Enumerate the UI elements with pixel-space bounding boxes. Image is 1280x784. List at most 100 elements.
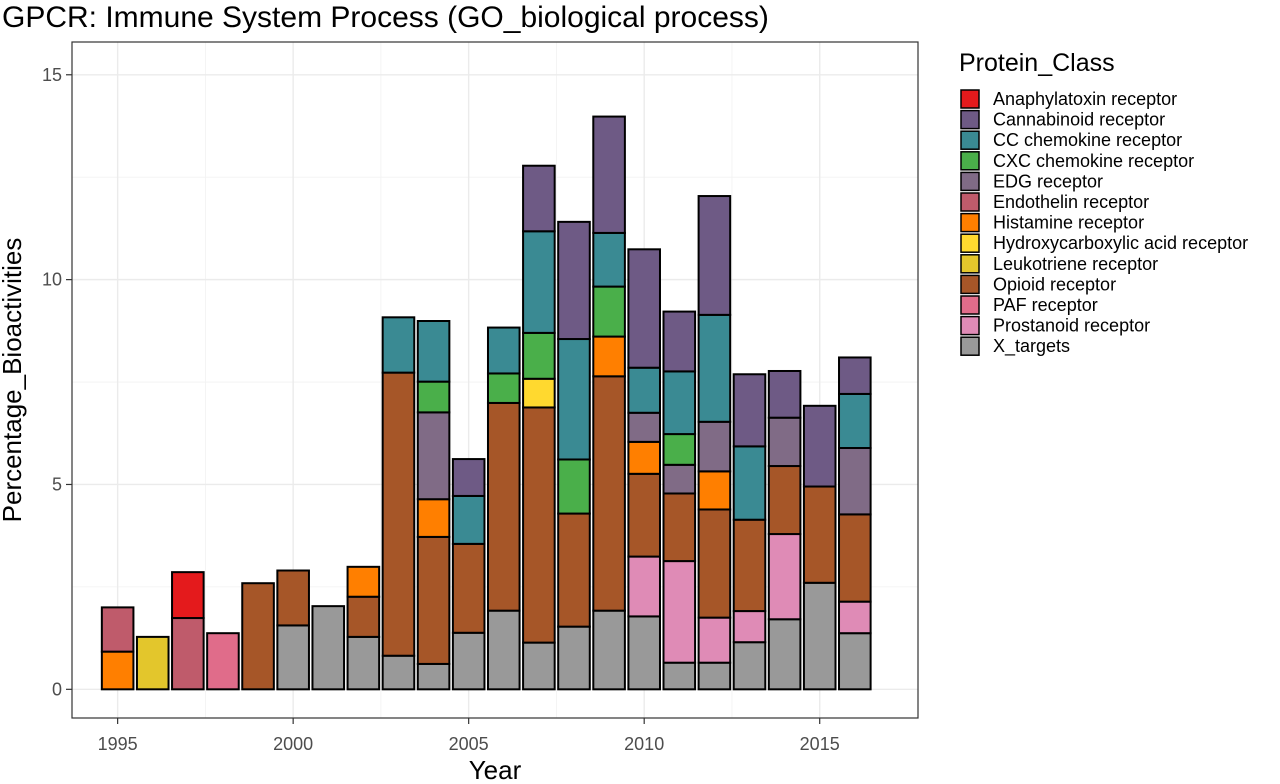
legend-item: PAF receptor (960, 295, 1098, 315)
bar-segment (592, 285, 626, 338)
bar-segment (767, 533, 802, 621)
bar-segment (486, 401, 521, 612)
bar-segment (346, 635, 381, 691)
bar-segment (100, 606, 135, 653)
legend-swatch (960, 89, 980, 109)
bar-segment (627, 440, 661, 475)
bar-segment (802, 581, 837, 691)
bar-segment (416, 535, 451, 665)
bar-segment (486, 609, 521, 691)
bar-2008 (557, 220, 591, 691)
bar-2015 (802, 404, 837, 691)
bar-segment (838, 600, 872, 635)
bar-segment (522, 331, 556, 380)
bar-segment (732, 445, 767, 521)
bar-1996 (135, 635, 170, 691)
bar-segment (662, 310, 697, 373)
bar-segment (206, 632, 240, 691)
legend: Protein_Class Anaphylatoxin receptorCann… (959, 49, 1248, 357)
bar-2002 (346, 565, 381, 691)
bar-segment (627, 615, 661, 691)
legend-item: Opioid receptor (960, 274, 1116, 294)
legend-label: Cannabinoid receptor (993, 110, 1165, 130)
bar-segment (451, 458, 486, 497)
bar-segment (592, 335, 626, 378)
bar-1995 (100, 606, 135, 691)
bar-segment (627, 366, 661, 414)
bar-segment (732, 610, 767, 644)
bar-segment (697, 420, 732, 473)
bar-2016 (838, 356, 872, 691)
legend-label: Leukotriene receptor (993, 254, 1158, 274)
bar-2000 (276, 569, 310, 691)
bar-segment (697, 313, 732, 423)
bar-segment (838, 632, 872, 691)
legend-item: CC chemokine receptor (960, 130, 1182, 150)
bar-segment (767, 618, 802, 691)
legend-swatch (960, 192, 980, 212)
bar-2012 (697, 195, 732, 691)
bar-1998 (206, 632, 240, 691)
bar-segment (662, 463, 697, 495)
legend-swatch (960, 151, 980, 171)
bar-segment (557, 625, 591, 691)
legend-swatch (960, 315, 980, 336)
bar-segment (346, 565, 381, 598)
bar-segment (171, 617, 205, 691)
legend-label: Endothelin receptor (993, 192, 1149, 212)
legend-label: Histamine receptor (993, 213, 1144, 233)
legend-item: Cannabinoid receptor (960, 109, 1165, 130)
bar-segment (311, 605, 346, 691)
legend-label: Opioid receptor (993, 274, 1116, 294)
bar-segment (416, 320, 451, 383)
bar-segment (802, 485, 837, 584)
bars (100, 115, 872, 691)
x-tick-label: 2010 (624, 734, 664, 754)
legend-label: CC chemokine receptor (993, 130, 1182, 150)
y-tick-label: 0 (52, 679, 62, 699)
bar-segment (486, 372, 521, 404)
bar-segment (732, 373, 767, 448)
bar-segment (627, 411, 661, 443)
bar-segment (697, 508, 732, 619)
x-tick-label: 1995 (98, 734, 138, 754)
legend-swatch (960, 109, 980, 130)
bar-segment (241, 582, 275, 691)
bar-segment (522, 164, 556, 233)
bar-segment (662, 370, 697, 436)
bar-2011 (662, 310, 697, 691)
bar-segment (592, 375, 626, 612)
bar-segment (346, 595, 381, 638)
bar-segment (381, 316, 416, 374)
bar-1999 (241, 582, 275, 691)
bar-segment (451, 494, 486, 545)
legend-item: Anaphylatoxin receptor (960, 89, 1177, 109)
bar-segment (627, 472, 661, 558)
chart-title: GPCR: Immune System Process (GO_biologic… (2, 1, 769, 34)
bar-segment (697, 195, 732, 316)
bar-segment (697, 661, 732, 691)
x-axis-title: Year (469, 755, 522, 784)
legend-item: Prostanoid receptor (960, 315, 1150, 336)
y-axis-title: Percentage_Bioactivities (0, 238, 27, 523)
bar-segment (838, 392, 872, 450)
bar-1997 (171, 571, 205, 691)
bar-segment (767, 416, 802, 468)
bar-segment (276, 624, 310, 691)
bar-segment (522, 406, 556, 644)
legend-title: Protein_Class (959, 49, 1115, 77)
legend-swatch (960, 254, 980, 274)
legend-swatch (960, 212, 980, 233)
bar-segment (416, 380, 451, 414)
legend-item: Endothelin receptor (960, 192, 1149, 212)
bar-segment (451, 542, 486, 634)
bar-2010 (627, 248, 661, 691)
legend-label: CXC chemokine receptor (993, 151, 1194, 171)
legend-item: Histamine receptor (960, 212, 1144, 233)
bar-segment (557, 220, 591, 341)
y-tick-label: 10 (42, 270, 62, 290)
bar-segment (592, 115, 626, 234)
legend-swatch (960, 336, 980, 356)
bar-segment (381, 371, 416, 657)
